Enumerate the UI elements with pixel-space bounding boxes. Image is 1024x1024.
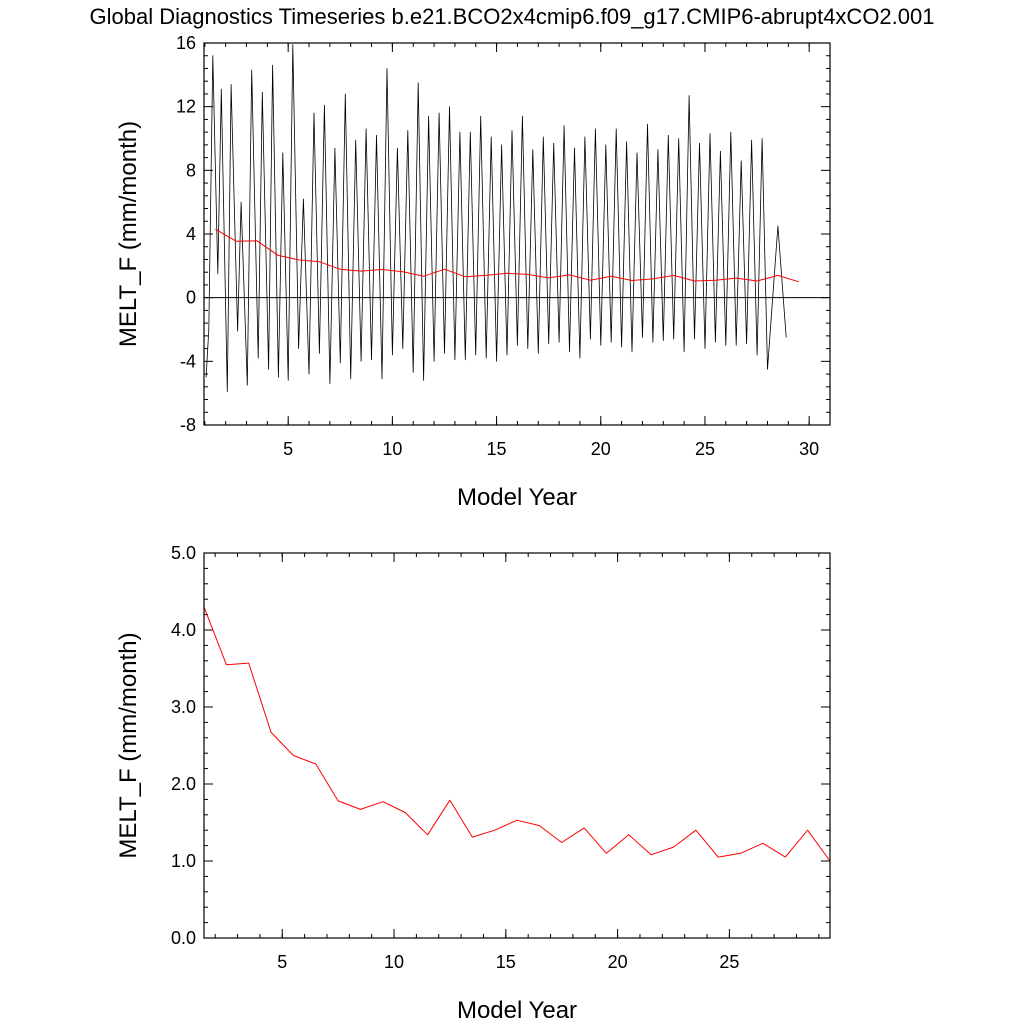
panel-1-series xyxy=(203,606,831,862)
panel-1-x-axis-label: Model Year xyxy=(457,997,577,1024)
x-tick-label: 15 xyxy=(487,439,507,459)
y-tick-label: -4 xyxy=(180,351,196,371)
annual-series-line xyxy=(215,228,799,283)
x-tick-label: 20 xyxy=(608,952,628,972)
panel-0-x-axis-label: Model Year xyxy=(457,484,577,511)
x-tick-label: 25 xyxy=(719,952,739,972)
panel-1-tick-labels: 5 10 15 20 25 0.0 1.0 2.0 3.0 4.0 5.0 xyxy=(171,543,739,972)
y-tick-label: -8 xyxy=(180,415,196,435)
y-tick-label: 4.0 xyxy=(171,620,196,640)
y-tick-label: 12 xyxy=(176,97,196,117)
y-tick-label: 2.0 xyxy=(171,774,196,794)
y-tick-label: 16 xyxy=(176,33,196,53)
panel-1-y-axis-label: MELT_F (mm/month) xyxy=(115,632,142,858)
panel-0-frame xyxy=(203,42,831,426)
x-tick-label: 25 xyxy=(695,439,715,459)
y-tick-label: 3.0 xyxy=(171,697,196,717)
x-tick-label: 30 xyxy=(799,439,819,459)
x-tick-label: 10 xyxy=(382,439,402,459)
panel-0-series xyxy=(204,44,830,393)
panel-1-ticks xyxy=(204,552,830,939)
x-tick-label: 5 xyxy=(277,952,287,972)
panel-0-tick-labels: 5 10 15 20 25 30 -8 -4 0 4 8 12 16 xyxy=(176,33,819,459)
x-tick-label: 15 xyxy=(496,952,516,972)
x-tick-label: 20 xyxy=(591,439,611,459)
y-tick-label: 0 xyxy=(186,288,196,308)
annual-series-line xyxy=(203,606,831,862)
panel-1-frame xyxy=(203,552,831,939)
y-tick-label: 5.0 xyxy=(171,543,196,563)
monthly-series-line xyxy=(205,44,787,393)
timeseries-panel-monthly: 5 10 15 20 25 30 -8 -4 0 4 8 12 16 Model Year MELT_F… xyxy=(115,33,831,511)
y-tick-label: 8 xyxy=(186,160,196,180)
panel-0-y-axis-label: MELT_F (mm/month) xyxy=(115,121,142,347)
y-tick-label: 1.0 xyxy=(171,851,196,871)
timeseries-panel-annual: 5 10 15 20 25 0.0 1.0 2.0 3.0 4.0 5.0 Model Year M… xyxy=(115,543,831,1024)
panel-0-ticks xyxy=(204,42,831,426)
x-tick-label: 5 xyxy=(283,439,293,459)
figure-title: Global Diagnostics Timeseries b.e21.BCO2… xyxy=(90,4,935,29)
y-tick-label: 4 xyxy=(186,224,196,244)
x-tick-label: 10 xyxy=(384,952,404,972)
y-tick-label: 0.0 xyxy=(171,928,196,948)
